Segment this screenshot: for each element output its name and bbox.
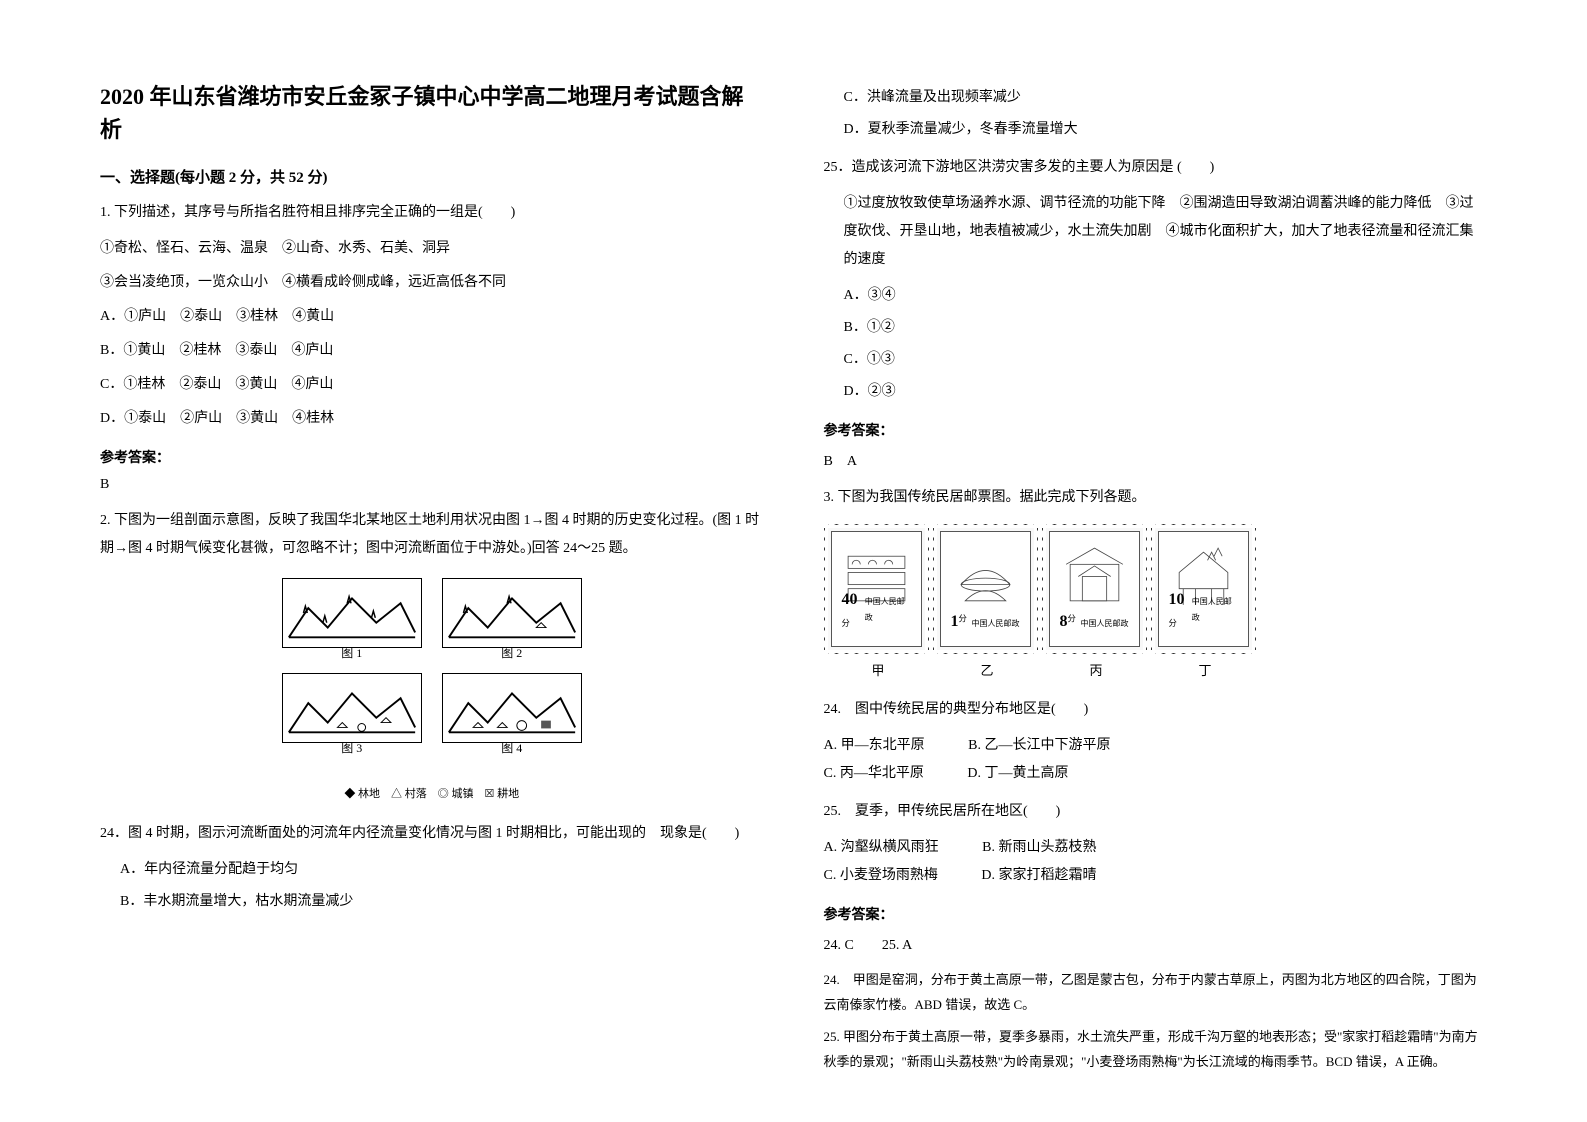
stamp-3-country: 中国人民邮政	[1081, 616, 1129, 632]
question-1: 1. 下列描述，其序号与所指名胜符相且排序完全正确的一组是( ) ①奇松、怪石、…	[100, 199, 764, 433]
stamp-4-country: 中国人民邮政	[1192, 594, 1238, 626]
q1-clue-1: ①奇松、怪石、云海、温泉 ②山奇、水秀、石美、洞异	[100, 235, 764, 263]
panel-1-label: 图 1	[341, 641, 362, 665]
cross-section-figure: 图 1 图 2	[100, 578, 764, 805]
q1-stem: 1. 下列描述，其序号与所指名胜符相且排序完全正确的一组是( )	[100, 199, 764, 227]
right-column: C．洪峰流量及出现频率减少 D．夏秋季流量减少，冬春季流量增大 25．造成该河流…	[824, 80, 1488, 1075]
q1-answer: B	[100, 477, 764, 493]
panel-2: 图 2	[442, 578, 582, 648]
q25b-option-b: B. 新雨山头荔枝熟	[982, 834, 1096, 862]
q25a-answer-header: 参考答案：	[824, 420, 1488, 440]
panel-2-label: 图 2	[501, 641, 522, 665]
q24a-stem: 24．图 4 时期，图示河流断面处的河流年内径流量变化情况与图 1 时期相比，可…	[100, 820, 764, 848]
question-2: 2. 下图为一组剖面示意图，反映了我国华北某地区土地利用状况由图 1→图 4 时…	[100, 507, 764, 805]
stamp-bing: 8分 中国人民邮政	[1042, 524, 1147, 654]
q2-stem: 2. 下图为一组剖面示意图，反映了我国华北某地区土地利用状况由图 1→图 4 时…	[100, 507, 764, 563]
stamp-1-value: 40	[842, 591, 858, 608]
stamp-1-country: 中国人民邮政	[865, 594, 911, 626]
q25b-explanation: 25. 甲图分布于黄土高原一带，夏季多暴雨，水土流失严重，形成千沟万壑的地表形态…	[824, 1025, 1488, 1074]
q25a-option-d: D．②③	[824, 378, 1488, 406]
stamps-figure: 40分 中国人民邮政 1分 中国人民邮政	[824, 524, 1488, 654]
q24b-stem: 24. 图中传统民居的典型分布地区是( )	[824, 696, 1488, 724]
stamp-label-2: 乙	[933, 658, 1042, 684]
stamp-3-unit: 分	[1068, 615, 1076, 624]
stamp-yi: 1分 中国人民邮政	[933, 524, 1038, 654]
stamp-jia: 40 分 中国人民邮政	[824, 524, 929, 654]
q24b-option-a: A. 甲—东北平原	[824, 732, 925, 760]
panel-3-label: 图 3	[341, 736, 362, 760]
stamp-label-1: 甲	[824, 658, 933, 684]
stamp-ding: 10 分 中国人民邮政	[1151, 524, 1256, 654]
left-column: 2020 年山东省潍坊市安丘金冢子镇中心中学高二地理月考试题含解析 一、选择题(…	[100, 80, 764, 1075]
q25b-option-c: C. 小麦登场雨熟梅	[824, 862, 938, 890]
yurt-icon	[949, 540, 1022, 613]
q2-combined-answer: B A	[824, 450, 1488, 470]
terrain-icon	[443, 674, 581, 742]
q25a-stem: 25．造成该河流下游地区洪涝灾害多发的主要人为原因是 ( )	[824, 154, 1488, 182]
q3-stem: 3. 下图为我国传统民居邮票图。据此完成下列各题。	[824, 484, 1488, 512]
stamp-label-3: 丙	[1042, 658, 1151, 684]
q3-combined-answer: 24. C 25. A	[824, 934, 1488, 954]
q24a-option-d: D．夏秋季流量减少，冬春季流量增大	[824, 116, 1488, 144]
stamp-4-unit: 分	[1169, 619, 1177, 628]
q24b-option-d: D. 丁—黄土高原	[967, 760, 1068, 788]
document-title: 2020 年山东省潍坊市安丘金冢子镇中心中学高二地理月考试题含解析	[100, 80, 764, 146]
question-3: 3. 下图为我国传统民居邮票图。据此完成下列各题。 40 分 中国人民邮政	[824, 484, 1488, 684]
terrain-icon	[283, 579, 421, 647]
stamp-4-value: 10	[1169, 591, 1185, 608]
panel-4: 图 4	[442, 673, 582, 743]
q25a-desc: ①过度放牧致使草场涵养水源、调节径流的功能下降 ②围湖造田导致湖泊调蓄洪峰的能力…	[824, 190, 1488, 274]
q24a-option-a: A．年内径流量分配趋于均匀	[100, 856, 764, 884]
exam-page: 2020 年山东省潍坊市安丘金冢子镇中心中学高二地理月考试题含解析 一、选择题(…	[0, 0, 1587, 1115]
stamp-2-unit: 分	[959, 615, 967, 624]
stamp-1-unit: 分	[842, 619, 850, 628]
q25a-option-c: C．①③	[824, 346, 1488, 374]
q25b-option-d: D. 家家打稻趁霜晴	[981, 862, 1096, 890]
q25a-option-a: A．③④	[824, 282, 1488, 310]
q1-option-c: C．①桂林 ②泰山 ③黄山 ④庐山	[100, 371, 764, 399]
stamp-3-value: 8	[1060, 613, 1068, 630]
q1-answer-header: 参考答案：	[100, 447, 764, 467]
q25b-option-a: A. 沟壑纵横风雨狂	[824, 834, 939, 862]
panel-3: 图 3	[282, 673, 422, 743]
q25b-stem: 25. 夏季，甲传统民居所在地区( )	[824, 798, 1488, 826]
question-25b: 25. 夏季，甲传统民居所在地区( ) A. 沟壑纵横风雨狂 B. 新雨山头荔枝…	[824, 798, 1488, 890]
q1-clue-2: ③会当凌绝顶，一览众山小 ④横看成岭侧成峰，远近高低各不同	[100, 269, 764, 297]
q1-option-d: D．①泰山 ②庐山 ③黄山 ④桂林	[100, 405, 764, 433]
cross-section-panels: 图 1 图 2	[272, 578, 592, 758]
courtyard-house-icon	[1058, 540, 1131, 613]
q1-option-b: B．①黄山 ②桂林 ③泰山 ④庐山	[100, 337, 764, 365]
q25a-option-b: B．①②	[824, 314, 1488, 342]
terrain-icon	[283, 674, 421, 742]
q24b-explanation: 24. 甲图是窑洞，分布于黄土高原一带，乙图是蒙古包，分布于内蒙古草原上，丙图为…	[824, 968, 1488, 1017]
stamp-labels: 甲 乙 丙 丁	[824, 658, 1488, 684]
panel-4-label: 图 4	[501, 736, 522, 760]
panel-1: 图 1	[282, 578, 422, 648]
figure-legend: ◆ 林地 △ 村落 ◎ 城镇 ☒ 耕地	[100, 783, 764, 805]
question-25a: 25．造成该河流下游地区洪涝灾害多发的主要人为原因是 ( ) ①过度放牧致使草场…	[824, 154, 1488, 406]
stamp-2-country: 中国人民邮政	[972, 616, 1020, 632]
terrain-icon	[443, 579, 581, 647]
question-24a: 24．图 4 时期，图示河流断面处的河流年内径流量变化情况与图 1 时期相比，可…	[100, 820, 764, 916]
q24b-option-b: B. 乙—长江中下游平原	[968, 732, 1110, 760]
q24a-option-b: B．丰水期流量增大，枯水期流量减少	[100, 888, 764, 916]
stamp-2-value: 1	[951, 613, 959, 630]
q1-option-a: A．①庐山 ②泰山 ③桂林 ④黄山	[100, 303, 764, 331]
q24a-option-c: C．洪峰流量及出现频率减少	[824, 84, 1488, 112]
q25b-answer-header: 参考答案：	[824, 904, 1488, 924]
stamp-label-4: 丁	[1151, 658, 1260, 684]
section-1-header: 一、选择题(每小题 2 分，共 52 分)	[100, 166, 764, 187]
question-24a-cont: C．洪峰流量及出现频率减少 D．夏秋季流量减少，冬春季流量增大	[824, 84, 1488, 144]
q24b-option-c: C. 丙—华北平原	[824, 760, 924, 788]
question-24b: 24. 图中传统民居的典型分布地区是( ) A. 甲—东北平原 B. 乙—长江中…	[824, 696, 1488, 788]
